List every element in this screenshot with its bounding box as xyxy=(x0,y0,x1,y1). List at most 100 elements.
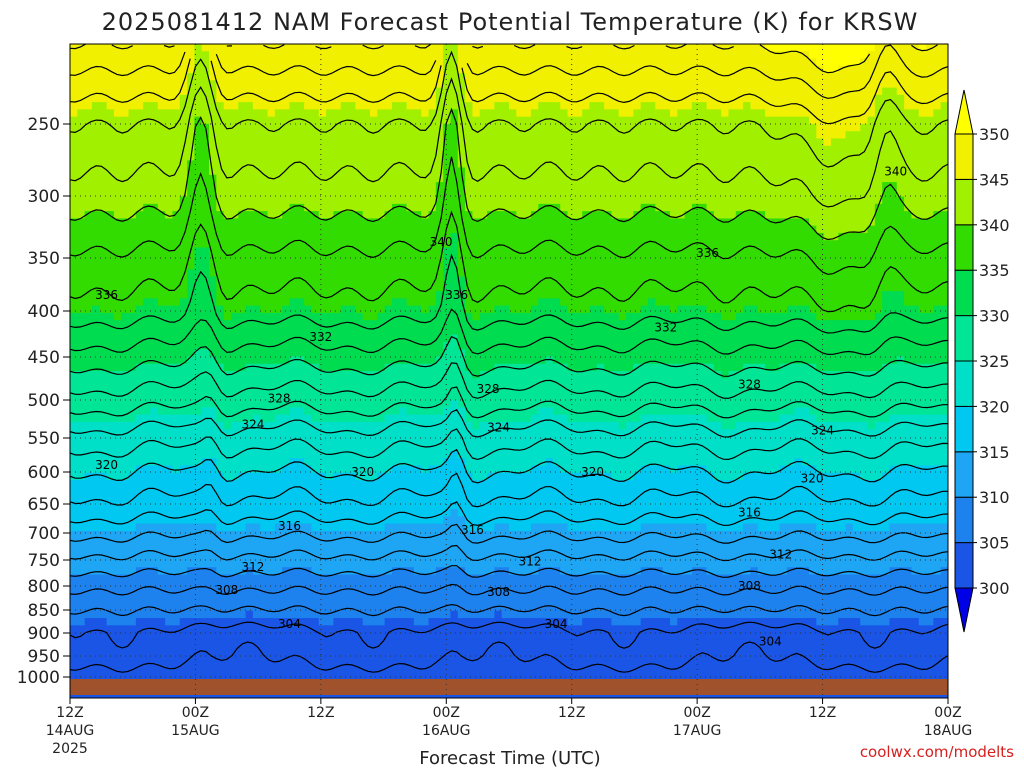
fill-cell xyxy=(582,211,613,219)
fill-cell xyxy=(113,109,130,118)
fill-cell xyxy=(194,138,210,147)
fill-cell xyxy=(187,167,210,176)
fill-cell xyxy=(904,356,948,365)
colorbar-label: 315 xyxy=(979,443,1010,462)
fill-cell xyxy=(582,109,620,118)
fill-cell xyxy=(187,182,217,190)
fill-cell xyxy=(516,211,532,219)
fill-cell xyxy=(70,421,225,430)
contour-label: 324 xyxy=(811,423,834,437)
fill-cell xyxy=(194,153,210,161)
contour-label: 316 xyxy=(461,523,484,537)
fill-cell xyxy=(618,312,627,321)
fill-cell xyxy=(70,465,137,474)
fill-cell xyxy=(604,363,634,372)
fill-cell xyxy=(443,341,459,350)
fill-cell xyxy=(413,567,437,576)
fill-cell xyxy=(340,102,356,110)
fill-cell xyxy=(157,203,181,212)
plot-frame xyxy=(69,43,949,699)
fill-cell xyxy=(743,102,752,110)
fill-cell xyxy=(882,472,948,481)
fill-cell xyxy=(472,371,481,379)
colorbar-label: 335 xyxy=(979,261,1010,280)
fill-cell xyxy=(465,73,948,81)
fill-cell xyxy=(128,109,269,118)
fill-cell xyxy=(84,618,108,626)
fill-cell xyxy=(618,109,634,118)
fill-cell xyxy=(457,269,948,278)
fill-cell xyxy=(70,160,188,169)
fill-cell xyxy=(487,472,613,481)
fill-cell xyxy=(450,400,459,408)
fill-cell xyxy=(457,51,810,60)
fill-cell xyxy=(216,283,444,292)
fill-cell xyxy=(611,618,642,626)
fill-cell xyxy=(487,211,517,219)
fill-cell xyxy=(70,371,474,379)
contour-line-346 xyxy=(70,58,948,125)
contour-label: 332 xyxy=(309,330,332,344)
fill-cell xyxy=(655,203,693,212)
y-tick-label: 600 xyxy=(28,463,60,483)
fill-cell xyxy=(918,44,927,52)
fill-cell xyxy=(209,123,444,132)
fill-cell xyxy=(465,189,883,198)
fill-cell xyxy=(223,363,247,372)
fill-cell xyxy=(443,160,459,169)
fill-cell xyxy=(457,254,948,263)
fill-cell xyxy=(289,356,305,365)
fill-cell xyxy=(940,102,948,110)
fill-cell xyxy=(640,102,656,110)
fill-cell xyxy=(194,123,210,132)
fill-cell xyxy=(472,102,495,110)
contour-line-318 xyxy=(70,472,948,508)
fill-cell xyxy=(70,516,444,525)
fill-cell xyxy=(384,523,466,532)
fill-cell xyxy=(187,80,217,89)
fill-cell xyxy=(157,102,181,110)
fill-cell xyxy=(209,262,444,270)
fill-cell xyxy=(465,458,547,467)
x-tick-label: 00Z xyxy=(683,705,710,721)
fill-cell xyxy=(787,567,810,576)
y-tick-label: 750 xyxy=(28,551,60,571)
fill-cell xyxy=(260,523,276,532)
x-tick-label: 00Z xyxy=(182,705,209,721)
fill-cell xyxy=(70,654,948,663)
x-tick-label: 12Z xyxy=(558,705,585,721)
fill-cell xyxy=(604,305,642,314)
fill-cell xyxy=(318,618,334,626)
contour-label: 320 xyxy=(95,458,118,472)
fill-cell xyxy=(179,196,217,205)
fill-cell xyxy=(457,145,948,154)
fill-cell xyxy=(560,203,642,212)
fill-cell xyxy=(333,211,364,219)
fill-cell xyxy=(187,87,217,96)
contour-line-344 xyxy=(70,50,948,168)
fill-cell xyxy=(457,247,948,256)
fill-cell xyxy=(70,494,948,503)
fill-cell xyxy=(187,189,217,198)
fill-cell xyxy=(830,138,948,147)
fill-cell xyxy=(787,305,810,314)
contour-line-308 xyxy=(70,583,948,596)
fill-cell xyxy=(443,153,459,161)
fill-cell xyxy=(450,334,459,343)
fill-cell xyxy=(933,305,948,314)
contour-line-342 xyxy=(70,77,948,208)
fill-cell xyxy=(560,102,591,110)
fill-cell xyxy=(70,400,452,408)
fill-cell xyxy=(179,94,217,103)
fill-cell xyxy=(918,109,934,118)
fill-cell xyxy=(538,407,554,416)
fill-cell xyxy=(70,639,948,648)
fill-cell xyxy=(765,44,876,52)
fill-cell xyxy=(216,458,291,467)
fill-cell xyxy=(874,218,948,227)
fill-cell xyxy=(413,618,430,626)
fill-cell xyxy=(143,203,159,212)
fill-cell xyxy=(677,305,708,314)
fill-cell xyxy=(713,472,744,481)
